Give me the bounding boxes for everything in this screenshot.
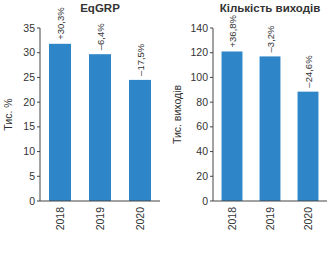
x-tick-label: 2018: [226, 207, 238, 231]
y-axis-line: [213, 28, 214, 201]
y-tick-label: 60: [196, 120, 208, 132]
chart-panel: Кількість виходів Тис. виходів 0 20 40 60 80 10…: [171, 2, 327, 230]
bars: [222, 51, 319, 201]
change-annotation: –17,5%: [135, 43, 146, 76]
y-tick-label: 0: [202, 195, 208, 207]
x-tick-label: 2020: [302, 207, 314, 231]
bar: [260, 56, 281, 201]
x-axis-line: [40, 201, 160, 202]
x-axis-line: [213, 201, 327, 202]
y-tick-label: 5: [29, 170, 35, 182]
y-tick-label: 40: [196, 145, 208, 157]
y-tick-label: 10: [23, 145, 35, 157]
chart-canvas: EqGRP Тис. % 0 5 10 15 20 25 30 35 +30,3% 2018 –6,4%…: [0, 0, 331, 260]
y-tick-label: 120: [190, 46, 208, 58]
bar: [129, 80, 151, 201]
y-tick-label: 20: [196, 170, 208, 182]
y-tick-label: 100: [190, 71, 208, 83]
change-annotation: +36,8%: [227, 14, 238, 47]
change-annotation: –3,2%: [265, 25, 276, 52]
y-tick-label: 20: [23, 96, 35, 108]
x-tick-label: 2019: [94, 207, 106, 231]
y-tick-label: 0: [29, 195, 35, 207]
bars: [49, 44, 151, 201]
y-axis-label: Тис. виходів: [171, 85, 183, 145]
y-tick-label: 25: [23, 71, 35, 83]
chart-title: Кількість виходів: [220, 2, 321, 14]
x-tick-label: 2019: [264, 207, 276, 231]
bar: [298, 92, 319, 201]
bar: [49, 44, 71, 201]
change-annotation: +30,3%: [55, 7, 66, 40]
y-axis-label: Тис. %: [2, 98, 14, 130]
y-axis-line: [40, 28, 41, 201]
x-tick-label: 2018: [54, 207, 66, 231]
y-tick-label: 35: [23, 22, 35, 34]
bar: [89, 54, 111, 201]
x-tick-label: 2020: [134, 207, 146, 231]
chart-title: EqGRP: [80, 2, 120, 14]
y-tick-label: 140: [190, 22, 208, 34]
y-tick-label: 30: [23, 46, 35, 58]
y-tick-label: 15: [23, 120, 35, 132]
chart-panel: EqGRP Тис. % 0 5 10 15 20 25 30 35 +30,3% 2018 –6,4%…: [2, 2, 160, 230]
bar: [222, 51, 243, 201]
change-annotation: –24,6%: [303, 55, 314, 88]
change-annotation: –6,4%: [95, 23, 106, 50]
y-tick-label: 80: [196, 96, 208, 108]
